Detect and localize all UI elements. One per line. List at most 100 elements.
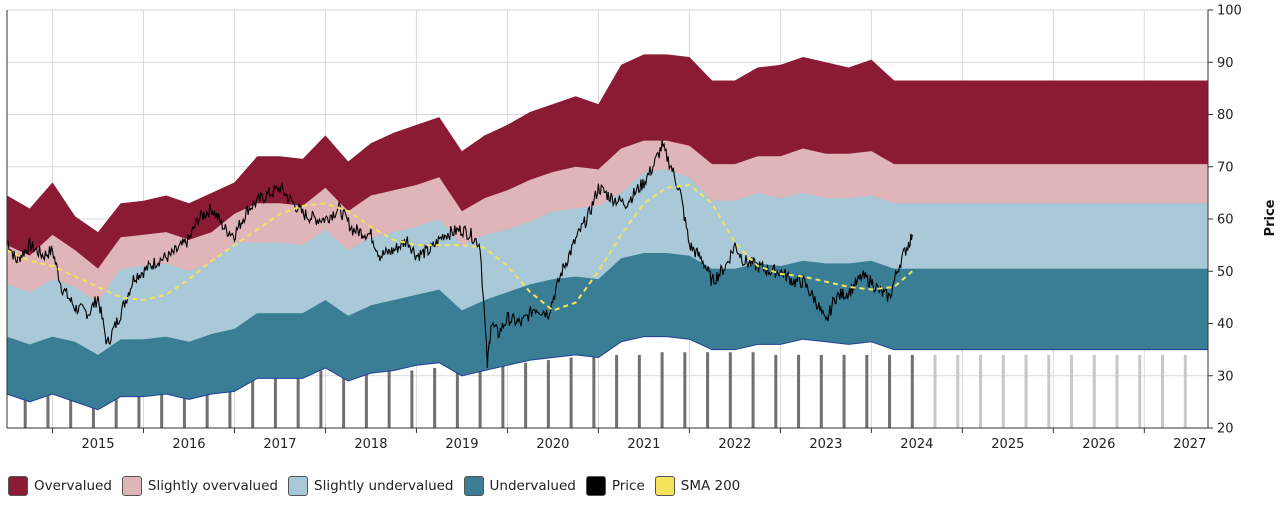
volume-bar xyxy=(1138,354,1142,428)
volume-bar xyxy=(706,352,710,428)
band-bottom-edge xyxy=(6,336,1208,411)
y-tick-label: 30 xyxy=(1217,369,1234,384)
price-line xyxy=(6,139,913,369)
legend-item-sma-200[interactable]: SMA 200 xyxy=(654,476,741,496)
volume-bar xyxy=(1092,354,1096,428)
legend-swatch-overvalued xyxy=(8,476,28,496)
x-tick-label: 2026 xyxy=(1082,437,1115,452)
valuation-bands xyxy=(6,54,1208,411)
legend-swatch-price xyxy=(585,476,606,496)
volume-bar xyxy=(1115,354,1119,428)
x-tick-label: 2022 xyxy=(718,437,751,452)
legend-label: Undervalued xyxy=(489,478,576,494)
x-tick-label: 2018 xyxy=(354,437,387,452)
legend-label: Slightly overvalued xyxy=(147,478,278,494)
volume-bar xyxy=(342,370,346,428)
volume-bar xyxy=(23,378,27,428)
x-tick-label: 2021 xyxy=(627,437,660,452)
volume-bar xyxy=(114,380,118,428)
volume-bar xyxy=(728,352,732,428)
series-lines xyxy=(6,139,913,369)
band-undervalued xyxy=(7,253,1208,410)
volume-bar xyxy=(751,352,755,428)
volume-bar xyxy=(797,354,801,428)
volume-bar xyxy=(455,367,459,428)
volume-bar xyxy=(819,354,823,428)
y-tick-label: 20 xyxy=(1217,422,1234,437)
y-axis-title: Price xyxy=(1263,199,1278,236)
volume-bar xyxy=(865,354,869,428)
legend-swatch-undervalued xyxy=(463,476,484,496)
volume-bar xyxy=(228,375,232,428)
volume-bar xyxy=(160,375,164,428)
legend-item-overvalued[interactable]: Overvalued xyxy=(8,476,112,496)
volume-bar xyxy=(1024,354,1028,428)
x-tick-label: 2020 xyxy=(536,437,569,452)
volume-bar xyxy=(1047,354,1051,428)
volume-bar xyxy=(69,378,73,428)
volume-bar xyxy=(1161,354,1165,428)
x-tick-label: 2019 xyxy=(445,437,478,452)
y-tick-label: 80 xyxy=(1217,108,1234,123)
band-slightly-undervalued xyxy=(7,169,1208,355)
y-tick-label: 90 xyxy=(1217,56,1234,71)
legend-swatch-sma-200 xyxy=(654,476,675,496)
volume-bar xyxy=(46,373,50,428)
volume-bar xyxy=(910,354,914,428)
volume-bar xyxy=(1070,354,1074,428)
legend-item-slightly-undervalued[interactable]: Slightly undervalued xyxy=(288,476,454,496)
volume-bar xyxy=(660,352,664,428)
x-tick-label: 2025 xyxy=(991,437,1024,452)
volume-bar xyxy=(956,354,960,428)
legend-item-slightly-overvalued[interactable]: Slightly overvalued xyxy=(121,476,278,496)
y-tick-label: 40 xyxy=(1217,317,1234,332)
volume-bar xyxy=(387,370,391,428)
legend-item-undervalued[interactable]: Undervalued xyxy=(463,476,576,496)
volume-bar xyxy=(410,370,414,428)
volume-bar xyxy=(182,375,186,428)
y-tick-label: 50 xyxy=(1217,265,1234,280)
legend-label: Price xyxy=(611,478,645,494)
volume-bar xyxy=(501,365,505,428)
volume-bar xyxy=(296,370,300,428)
sma-200-line xyxy=(6,183,913,312)
volume-bar xyxy=(137,378,141,428)
band-slightly-overvalued xyxy=(7,140,1208,303)
volume-bar xyxy=(1183,354,1187,428)
x-tick-label: 2027 xyxy=(1173,437,1206,452)
legend-label: Overvalued xyxy=(34,478,112,494)
y-tick-label: 100 xyxy=(1217,4,1242,19)
legend: Overvalued Slightly overvalued Slightly … xyxy=(8,476,750,496)
volume-bar xyxy=(592,357,596,428)
volume-bar xyxy=(546,360,550,428)
volume-bar xyxy=(433,367,437,428)
volume-bar xyxy=(364,370,368,428)
legend-label: SMA 200 xyxy=(680,478,741,494)
legend-label: Slightly undervalued xyxy=(314,478,454,494)
y-tick-label: 60 xyxy=(1217,213,1234,228)
legend-item-price[interactable]: Price xyxy=(585,476,645,496)
x-tick-label: 2024 xyxy=(900,437,933,452)
x-tick-label: 2023 xyxy=(809,437,842,452)
volume-bar xyxy=(637,354,641,428)
x-tick-label: 2017 xyxy=(263,437,296,452)
valuation-chart: 20 30 40 50 60 70 80 90 100 2015 2016 2017 2018 2019 2… xyxy=(6,4,1278,452)
volume-bar xyxy=(205,375,209,428)
volume-bar xyxy=(273,373,277,428)
volume-bar xyxy=(524,362,528,428)
volume-bar xyxy=(774,354,778,428)
volume-bar xyxy=(251,373,255,428)
volume-bar xyxy=(842,354,846,428)
volume-bar xyxy=(683,352,687,428)
volume-bar xyxy=(933,354,937,428)
x-tick-label: 2016 xyxy=(172,437,205,452)
volume-bar xyxy=(888,354,892,428)
volume-bar xyxy=(319,370,323,428)
x-tick-label: 2015 xyxy=(81,437,114,452)
legend-swatch-slightly-undervalued xyxy=(288,476,308,496)
legend-swatch-slightly-overvalued xyxy=(121,476,142,496)
volume-bar xyxy=(979,354,983,428)
volume-bar xyxy=(615,354,619,428)
axes: 20 30 40 50 60 70 80 90 100 2015 2016 2017 2018 2019 2… xyxy=(6,4,1242,452)
volume-bar xyxy=(569,357,573,428)
